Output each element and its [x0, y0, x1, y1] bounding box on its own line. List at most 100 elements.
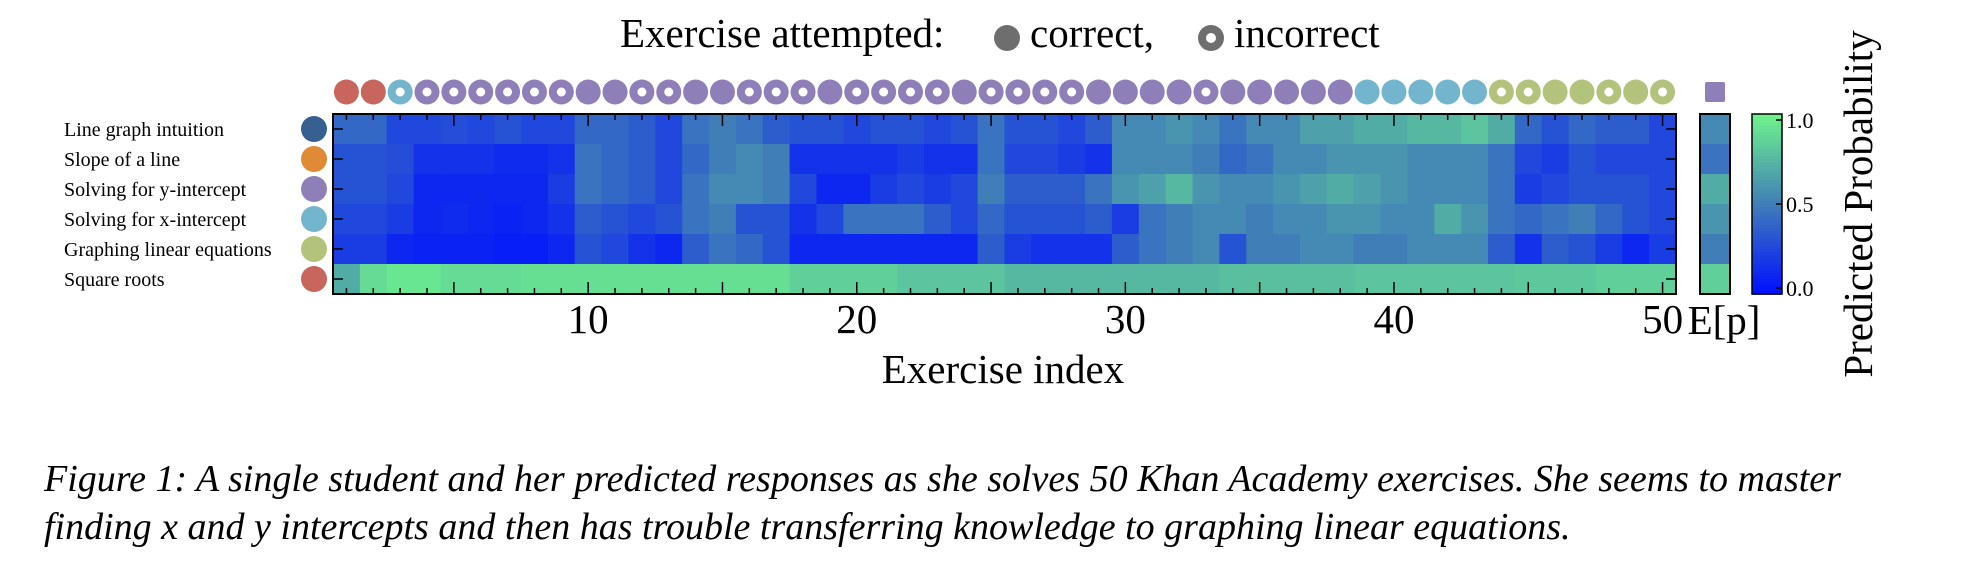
heatmap-cell: [494, 204, 522, 235]
colorbar-segment: [1752, 123, 1782, 127]
heatmap-cell: [494, 234, 522, 265]
attempt-marker-hole: [986, 87, 996, 97]
heatmap-cell: [1434, 234, 1462, 265]
heatmap-cell: [977, 204, 1006, 235]
heatmap-cell: [1246, 174, 1274, 205]
heatmap-cell: [1058, 144, 1086, 175]
heatmap-cell: [897, 144, 925, 175]
attempt-marker: [1086, 79, 1112, 105]
heatmap-cell: [977, 174, 1006, 205]
heatmap-cell: [923, 234, 952, 265]
heatmap-cell: [950, 144, 979, 175]
attempt-marker-hole: [529, 87, 539, 97]
attempt-markers: [333, 79, 1725, 105]
heatmap-cell: [709, 174, 737, 205]
heatmap-cell: [1246, 204, 1274, 235]
colorbar-segment: [1752, 186, 1782, 190]
legend-incorrect-marker-hole: [1206, 33, 1216, 43]
row-label: Slope of a line: [64, 149, 180, 171]
heatmap-cell: [843, 174, 871, 205]
heatmap-cell: [1273, 204, 1301, 235]
colorbar-segment: [1752, 222, 1782, 226]
heatmap-cell: [977, 144, 1006, 175]
heatmap-cell: [1622, 234, 1650, 265]
colorbar-segment: [1752, 135, 1782, 139]
attempt-marker: [1569, 79, 1595, 105]
heatmap-cell: [1219, 234, 1247, 265]
colorbar-segment: [1752, 285, 1782, 289]
attempt-marker-hole: [1013, 87, 1023, 97]
heatmap-cell: [1541, 174, 1570, 205]
heatmap-cell: [386, 204, 415, 235]
colorbar-segment: [1752, 165, 1782, 169]
heatmap-cell: [1138, 144, 1167, 175]
heatmap-cell: [1004, 174, 1032, 205]
heatmap-cell: [547, 144, 576, 175]
heatmap-cell: [1622, 204, 1650, 235]
heatmap-cell: [521, 204, 549, 235]
colorbar-segment: [1752, 255, 1782, 259]
heatmap-cell: [628, 234, 656, 265]
heatmap-cell: [1380, 144, 1408, 175]
heatmap-cell: [1461, 204, 1489, 235]
heatmap-cell: [1541, 144, 1570, 175]
attempt-marker-hole: [637, 87, 647, 97]
attempt-marker-hole: [744, 87, 754, 97]
attempt-marker-hole: [1040, 87, 1050, 97]
attempt-marker-hole: [771, 87, 781, 97]
colorbar-segment: [1752, 210, 1782, 214]
expected-cell: [1700, 204, 1730, 235]
heatmap-cell: [1165, 204, 1194, 235]
legend-correct-marker: [994, 25, 1020, 51]
heatmap-cell: [1219, 204, 1247, 235]
attempt-marker: [1462, 79, 1488, 105]
attempt-marker: [1300, 79, 1326, 105]
heatmap-cell: [547, 204, 576, 235]
heatmap-cell: [601, 144, 630, 175]
x-tick-label: 10: [568, 296, 609, 342]
row-skill-dot: [301, 236, 327, 262]
heatmap-cell: [440, 144, 468, 175]
heatmap-cell: [735, 234, 764, 265]
attempt-marker: [1166, 79, 1192, 105]
heatmap-cell: [467, 174, 495, 205]
heatmap-cell: [655, 234, 683, 265]
row-labels: Line graph intuition Slope of a line Solvi…: [64, 116, 327, 292]
attempt-marker: [1381, 79, 1407, 105]
row-skill-dot: [301, 146, 327, 172]
heatmap-cell: [762, 234, 791, 265]
attempt-marker-hole: [932, 87, 942, 97]
heatmap-cell: [601, 174, 630, 205]
heatmap-cell: [359, 174, 388, 205]
heatmap-cell: [1138, 174, 1167, 205]
heatmap-cell: [1273, 234, 1301, 265]
row-label: Square roots: [64, 269, 165, 291]
x-tick-label: 30: [1105, 296, 1146, 342]
colorbar-segment: [1752, 192, 1782, 196]
expected-cell: [1700, 264, 1730, 295]
colorbar-label: Predicted Probability: [1835, 30, 1881, 378]
expected-frame: [1699, 113, 1731, 295]
heatmap-cell: [1407, 144, 1435, 175]
attempt-marker-hole: [905, 87, 915, 97]
heatmap-cell: [709, 234, 737, 265]
heatmap-cell: [762, 204, 791, 235]
heatmap-cell: [709, 204, 737, 235]
attempt-marker: [1435, 79, 1461, 105]
attempt-marker-hole: [879, 87, 889, 97]
legend-correct-label: correct,: [1030, 10, 1154, 56]
heatmap-cell: [816, 234, 844, 265]
heatmap-cell: [977, 234, 1006, 265]
heatmap-cell: [359, 234, 388, 265]
heatmap-cell: [1434, 204, 1462, 235]
heatmap-cell: [1487, 174, 1516, 205]
heatmap-cell: [1111, 174, 1140, 205]
heatmap-cell: [467, 144, 495, 175]
heatmap-cell: [1299, 234, 1328, 265]
heatmap-cell: [440, 234, 468, 265]
heatmap-cell: [762, 174, 791, 205]
colorbar-segment: [1752, 129, 1782, 133]
heatmap-cell: [923, 174, 952, 205]
x-tick-label: 50: [1642, 296, 1683, 342]
heatmap-cell: [923, 204, 952, 235]
